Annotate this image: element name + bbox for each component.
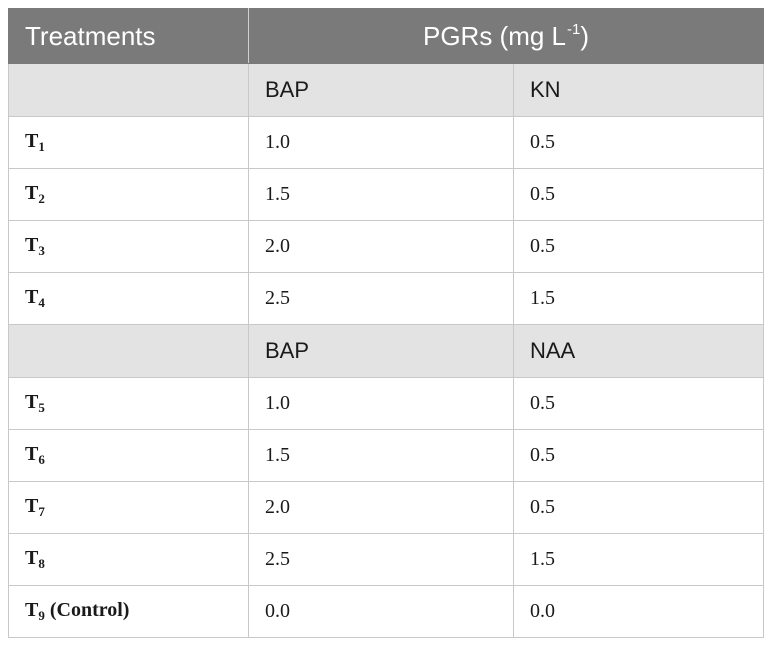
value-cell-col2: 1.5 — [248, 168, 514, 221]
value-cell-col3: 1.5 — [512, 272, 765, 325]
treatment-number: 1 — [38, 139, 45, 154]
value-cell-col2: 1.0 — [248, 377, 514, 430]
treatment-number: 5 — [38, 400, 45, 415]
value-cell-col3: 1.5 — [512, 533, 765, 586]
treatment-cell: T6 — [8, 429, 249, 482]
treatment-letter: T — [25, 599, 39, 621]
table-row: T3 2.0 0.5 — [8, 220, 765, 273]
treatment-number: 8 — [38, 556, 45, 571]
treatment-letter: T — [25, 234, 39, 256]
group-subheader-row: BAP NAA — [8, 324, 765, 378]
table-row: T1 1.0 0.5 — [8, 116, 765, 169]
treatment-suffix: (Control) — [44, 599, 130, 621]
table-row: T9 (Control) 0.0 0.0 — [8, 585, 765, 638]
table-row: T7 2.0 0.5 — [8, 481, 765, 534]
pgr-header-close: ) — [580, 20, 590, 51]
pgr-table-container: Treatments PGRs (mg L-1) BAP KN T1 1.0 0… — [8, 8, 765, 638]
pgr-treatments-table: Treatments PGRs (mg L-1) BAP KN T1 1.0 0… — [8, 8, 765, 638]
value-cell-col3: 0.5 — [512, 220, 765, 273]
treatment-letter: T — [25, 443, 39, 465]
treatments-header: Treatments — [8, 8, 249, 64]
value-cell-col3: 0.5 — [512, 481, 765, 534]
value-cell-col2: 1.0 — [248, 116, 514, 169]
treatment-number: 2 — [38, 191, 45, 206]
treatment-cell: T3 — [8, 220, 249, 273]
subheader-col2: BAP — [248, 324, 514, 378]
pgr-header-label: PGRs (mg L — [422, 20, 567, 51]
treatment-letter: T — [25, 286, 39, 308]
subheader-col3: NAA — [512, 324, 765, 378]
treatment-letter: T — [25, 182, 39, 204]
treatment-number: 7 — [38, 504, 45, 519]
table-row: T6 1.5 0.5 — [8, 429, 765, 482]
table-row: T5 1.0 0.5 — [8, 377, 765, 430]
treatment-cell: T5 — [8, 377, 249, 430]
treatment-number: 6 — [38, 452, 45, 467]
treatment-number: 4 — [38, 295, 45, 310]
treatment-number: 9 — [38, 608, 45, 623]
table-row: T2 1.5 0.5 — [8, 168, 765, 221]
treatment-cell: T1 — [8, 116, 249, 169]
subheader-col3: KN — [512, 63, 765, 117]
value-cell-col3: 0.5 — [512, 168, 765, 221]
table-row: T4 2.5 1.5 — [8, 272, 765, 325]
value-cell-col2: 2.0 — [248, 481, 514, 534]
value-cell-col2: 2.5 — [248, 272, 514, 325]
value-cell-col2: 2.0 — [248, 220, 514, 273]
value-cell-col3: 0.5 — [512, 377, 765, 430]
pgr-unit-exponent: -1 — [567, 20, 581, 38]
subheader-col2: BAP — [248, 63, 514, 117]
pgr-header: PGRs (mg L-1) — [247, 8, 765, 64]
table-row: T8 2.5 1.5 — [8, 533, 765, 586]
treatment-cell: T9 (Control) — [8, 585, 249, 638]
value-cell-col2: 2.5 — [248, 533, 514, 586]
treatment-cell: T4 — [8, 272, 249, 325]
treatment-letter: T — [25, 495, 39, 517]
value-cell-col3: 0.0 — [512, 585, 765, 638]
value-cell-col3: 0.5 — [512, 429, 765, 482]
table-header-row: Treatments PGRs (mg L-1) — [8, 8, 765, 64]
treatment-cell: T8 — [8, 533, 249, 586]
subheader-blank-cell — [8, 324, 249, 378]
group-subheader-row: BAP KN — [8, 63, 765, 117]
treatment-letter: T — [25, 547, 39, 569]
treatment-cell: T2 — [8, 168, 249, 221]
treatment-cell: T7 — [8, 481, 249, 534]
treatment-number: 3 — [38, 243, 45, 258]
value-cell-col2: 1.5 — [248, 429, 514, 482]
treatment-letter: T — [25, 391, 39, 413]
treatment-letter: T — [25, 130, 39, 152]
value-cell-col2: 0.0 — [248, 585, 514, 638]
value-cell-col3: 0.5 — [512, 116, 765, 169]
subheader-blank-cell — [8, 63, 249, 117]
